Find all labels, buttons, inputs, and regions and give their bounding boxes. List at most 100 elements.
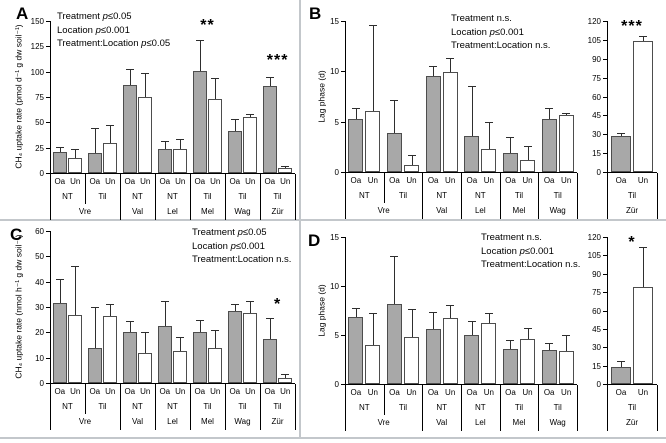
error-bar xyxy=(549,107,551,119)
y-axis-tick-label: 30 xyxy=(592,343,601,353)
bar-oa xyxy=(262,338,277,383)
bar-un xyxy=(138,97,153,173)
error-bar-cap xyxy=(390,255,399,257)
error-bar-cap xyxy=(545,342,554,344)
bar-un xyxy=(633,41,653,172)
error-bar-cap xyxy=(281,374,290,376)
y-axis-tick-label: 15 xyxy=(330,233,339,242)
bar-un xyxy=(103,315,118,383)
bar-label: Un xyxy=(245,177,256,186)
error-bar-cap xyxy=(467,86,476,88)
significance-stars: ** xyxy=(200,17,215,35)
y-axis-tick-label: 10 xyxy=(330,282,339,291)
y-axis-tick xyxy=(603,310,607,312)
stats-line: Location p≤0.001 xyxy=(192,240,265,252)
y-axis-tick xyxy=(603,153,607,155)
panel-A: A Treatment p≤0.05 Location p≤0.001 Treatme… xyxy=(0,0,299,220)
group-separator xyxy=(120,384,121,430)
bar-label: Oa xyxy=(389,176,400,185)
bar-label: Oa xyxy=(389,388,400,397)
stats-line: Treatment:Location n.s. xyxy=(192,254,292,265)
treatment-label: Til xyxy=(238,402,247,411)
y-axis-tick xyxy=(603,328,607,330)
bar-oa xyxy=(122,84,137,173)
y-axis xyxy=(607,21,608,172)
error-bar xyxy=(180,337,182,352)
treatment-label: Til xyxy=(98,402,107,411)
y-axis-tick-label: 25 xyxy=(35,143,44,153)
bar-label: Oa xyxy=(505,176,516,185)
y-axis-tick xyxy=(46,21,50,22)
error-bar-cap xyxy=(176,337,185,339)
error-bar xyxy=(164,140,166,149)
treatment-label: Til xyxy=(203,402,212,411)
error-bar xyxy=(372,313,374,345)
y-axis xyxy=(50,231,51,383)
bar-label: Un xyxy=(175,387,186,396)
bar-label: Oa xyxy=(54,177,66,186)
error-bar xyxy=(110,304,112,316)
group-separator xyxy=(295,384,296,430)
location-label: Wag xyxy=(549,418,566,427)
y-axis-tick xyxy=(603,273,607,275)
bar-label: Un xyxy=(105,387,116,396)
bar-un xyxy=(520,338,535,384)
bar-oa xyxy=(192,332,207,383)
error-bar xyxy=(510,136,512,153)
bar-label: Oa xyxy=(89,177,101,186)
y-axis-tick-label: 30 xyxy=(35,303,44,312)
bar-label: Un xyxy=(445,176,456,185)
bar-un xyxy=(404,336,419,384)
bar-oa xyxy=(464,335,480,384)
stats-line: Treatment n.s. xyxy=(451,13,512,24)
y-axis-tick-label: 105 xyxy=(587,35,601,45)
significance-stars: * xyxy=(273,296,282,314)
stats-line: Location p≤0.001 xyxy=(451,26,524,38)
treatment-label: Til xyxy=(627,191,637,200)
location-label: Val xyxy=(132,207,143,216)
bar-un xyxy=(520,159,535,172)
error-bar-cap xyxy=(246,300,255,302)
bar-oa xyxy=(541,349,557,384)
y-axis-tick xyxy=(341,121,345,123)
y-axis-tick-label: 0 xyxy=(334,168,339,177)
group-separator xyxy=(383,385,385,415)
bar-oa xyxy=(157,326,172,383)
location-label: Lel xyxy=(167,417,178,426)
error-bar xyxy=(643,36,644,42)
bar-label: Oa xyxy=(229,387,241,396)
bar-label: Un xyxy=(406,176,417,185)
bar-oa xyxy=(502,348,518,384)
error-bar xyxy=(145,332,147,353)
bar-un xyxy=(208,347,223,383)
y-axis-tick xyxy=(603,134,607,136)
x-axis xyxy=(50,173,295,174)
location-label: Zür xyxy=(626,206,638,215)
y-axis-tick xyxy=(603,77,607,79)
bar-label: Oa xyxy=(124,387,136,396)
group-separator xyxy=(155,174,156,220)
bar-un xyxy=(138,352,153,383)
error-bar xyxy=(566,112,568,115)
x-axis xyxy=(345,384,577,385)
y-axis-tick xyxy=(46,307,50,308)
y-axis xyxy=(345,21,346,172)
bar-label: Un xyxy=(280,387,291,396)
group-separator xyxy=(120,174,121,220)
y-axis-tick-label: 0 xyxy=(39,379,44,388)
stats-annotation: Treatment n.s. Location p≤0.001 Treatment:… xyxy=(451,12,550,53)
stats-line: Treatment:Location n.s. xyxy=(451,40,551,51)
group-separator xyxy=(50,384,51,430)
bar-label: Oa xyxy=(229,177,241,186)
error-bar xyxy=(269,76,271,86)
y-axis-tick-label: 90 xyxy=(592,269,601,279)
y-axis-title: Lag phase (d) xyxy=(316,283,327,337)
error-bar xyxy=(180,138,182,149)
bar-label: Oa xyxy=(194,387,206,396)
bar-label: Oa xyxy=(427,176,439,185)
bar-label: Un xyxy=(140,387,151,396)
error-bar xyxy=(510,339,512,349)
stats-line: Treatment p≤0.05 xyxy=(57,11,132,22)
bar-un xyxy=(365,344,381,384)
